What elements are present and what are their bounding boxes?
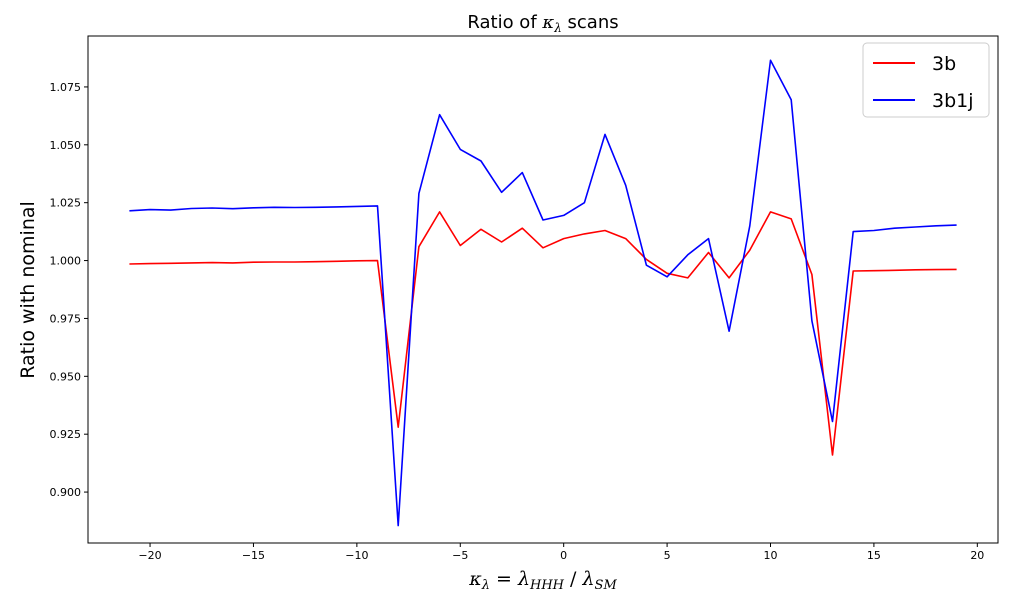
- x-tick-label: 0: [560, 549, 567, 562]
- y-tick-label: 1.075: [50, 81, 82, 94]
- legend-label-3b1j: 3b1j: [932, 90, 974, 112]
- plot-frame: [87, 35, 999, 544]
- series-layer: [129, 59, 957, 527]
- y-tick-label: 1.050: [50, 139, 82, 152]
- y-axis: 0.900 0.925 0.950 0.975 1.000 1.025 1.050 1.075: [50, 81, 88, 499]
- y-tick-label: 0.975: [50, 312, 82, 325]
- x-tick-label: 5: [664, 549, 671, 562]
- y-axis-label: Ratio with nominal: [17, 201, 39, 379]
- chart-title: Ratio of κλ scans: [467, 12, 618, 35]
- y-tick-label: 0.925: [50, 428, 82, 441]
- series-line-3b: [129, 211, 957, 456]
- x-tick-label: −5: [452, 549, 468, 562]
- y-tick-label: 0.900: [50, 486, 82, 499]
- x-tick-label: −10: [345, 549, 368, 562]
- legend-box: [862, 42, 990, 118]
- y-tick-label: 1.000: [50, 255, 82, 268]
- y-tick-label: 1.025: [50, 197, 82, 210]
- y-tick-label: 0.950: [50, 370, 82, 383]
- x-tick-label: −20: [138, 549, 161, 562]
- x-tick-label: 15: [867, 549, 881, 562]
- series-line-3b1j: [129, 59, 957, 527]
- x-tick-label: 20: [970, 549, 984, 562]
- x-axis-label: κλ = λHHH / λSM: [468, 568, 617, 593]
- x-tick-label: 10: [764, 549, 778, 562]
- legend: 3b 3b1j: [862, 42, 990, 118]
- x-axis: −20 −15 −10 −5 0 5 10 15 20: [138, 543, 984, 562]
- x-tick-label: −15: [242, 549, 265, 562]
- legend-label-3b: 3b: [932, 53, 956, 75]
